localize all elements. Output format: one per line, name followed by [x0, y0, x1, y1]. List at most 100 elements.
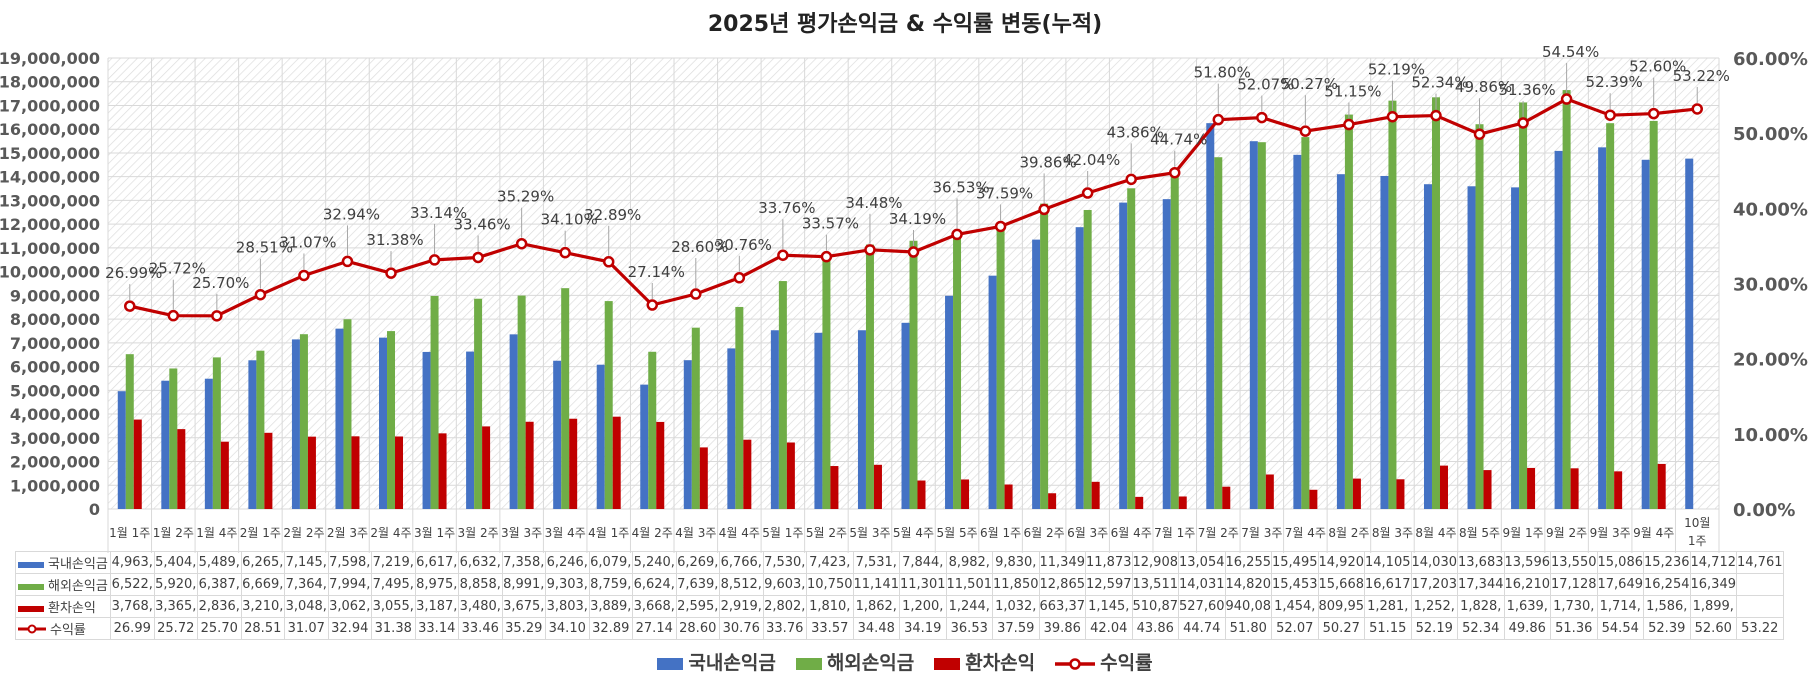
table-cell: 3,768,: [110, 595, 155, 618]
return-rate-point: [298, 269, 310, 282]
return-rate-point: [1212, 113, 1225, 126]
return-rate-point: [602, 256, 615, 268]
table-cell: 16,349: [1689, 573, 1737, 596]
bar-overseas: [430, 295, 439, 509]
return-rate-data-label: 34.10%: [541, 211, 598, 229]
return-rate-data-label: 32.94%: [323, 205, 380, 223]
table-cell: 6,265,: [240, 551, 285, 574]
return-rate-data-label: 54.54%: [1542, 43, 1599, 61]
table-cell: 8,858,: [458, 573, 503, 596]
bar-fx: [917, 480, 926, 509]
return-rate-point: [1168, 166, 1181, 179]
category-label: 7월 3주: [1241, 526, 1282, 540]
category-label: 5월 2주: [806, 526, 847, 540]
legend-swatch-icon: [934, 657, 961, 670]
category-label: 5월 1주: [762, 526, 803, 540]
table-cell: 11,850: [992, 573, 1040, 596]
left-axis-tick-label: 1,000,000: [10, 476, 100, 495]
bar-domestic: [117, 391, 126, 509]
table-cell: 28.51: [240, 617, 285, 640]
return-rate-data-label: 51.36%: [1498, 81, 1555, 99]
table-cell: 26.99: [110, 617, 155, 640]
category-label: 2월 2주: [283, 526, 324, 540]
table-cell: 3,668,: [632, 595, 677, 618]
table-cell: 13,683: [1457, 551, 1505, 574]
category-label: 3월 4주: [545, 526, 586, 540]
category-label: 2월 3주: [327, 526, 368, 540]
table-cell: 4,963,: [110, 551, 155, 574]
table-cell: 25.70: [197, 617, 242, 640]
table-cell: 1,810,: [806, 595, 854, 618]
table-cell: 42.04: [1085, 617, 1133, 640]
bar-domestic: [379, 337, 388, 509]
table-cell: 6,246,: [545, 551, 590, 574]
category-label: 1월 4주: [196, 526, 237, 540]
left-axis-tick-label: 19,000,000: [0, 49, 100, 68]
table-cell: 3,210,: [240, 595, 285, 618]
bar-overseas: [212, 357, 221, 509]
bar-overseas: [1083, 209, 1092, 509]
table-cell: 52.07: [1271, 617, 1319, 640]
bar-domestic: [1032, 239, 1041, 509]
table-cell: 15,495: [1271, 551, 1319, 574]
bar-fx: [438, 433, 447, 509]
table-cell: 1,714,: [1596, 595, 1644, 618]
table-cell: [1736, 595, 1784, 618]
table-cell: 6,632,: [458, 551, 503, 574]
bar-fx: [177, 429, 186, 509]
category-label: 5월 5주: [936, 526, 977, 540]
table-cell: 2,919,: [719, 595, 764, 618]
bar-overseas: [517, 295, 526, 509]
return-rate-point: [211, 310, 223, 322]
legend-label: 환차손익: [965, 652, 1036, 674]
table-cell: 3,055,: [371, 595, 416, 618]
category-label: 7월 2주: [1198, 526, 1239, 540]
category-label: 6월 4주: [1111, 526, 1152, 540]
table-cell: 11,301: [899, 573, 947, 596]
bar-fx: [307, 436, 316, 509]
bar-domestic: [1119, 202, 1128, 509]
bar-overseas: [1170, 175, 1179, 509]
legend-label: 해외손익금: [826, 652, 915, 674]
return-rate-point: [907, 246, 920, 258]
legend-item: 수익률: [1055, 648, 1153, 675]
bar-domestic: [727, 348, 736, 509]
return-rate-point: [1691, 103, 1703, 115]
bar-fx: [1396, 479, 1405, 509]
bar-overseas: [1301, 137, 1310, 509]
bar-fx: [1439, 465, 1448, 509]
bar-overseas: [1257, 142, 1266, 509]
return-rate-point: [385, 267, 397, 279]
category-label: 7월 4주: [1285, 526, 1326, 540]
table-row: 국내손익금 4,963, 5,404, 5,489, 6,265, 7,145, 7,598…: [15, 551, 1784, 574]
return-rate-data-label: 28.60%: [671, 238, 728, 256]
table-cell: 31.07: [284, 617, 329, 640]
return-rate-data-label: 39.86%: [1020, 153, 1077, 171]
table-cell: 43.86: [1131, 617, 1179, 640]
table-cell: 7,639,: [675, 573, 720, 596]
bar-fx: [1135, 496, 1144, 509]
bar-overseas: [1127, 188, 1136, 510]
category-label: 8월 3주: [1372, 526, 1413, 540]
bar-fx: [395, 436, 404, 509]
left-axis-tick-label: 12,000,000: [0, 215, 100, 234]
bar-domestic: [553, 360, 562, 509]
table-cell: 8,991,: [501, 573, 546, 596]
bar-overseas: [1388, 100, 1397, 510]
bar-overseas: [169, 368, 178, 509]
table-row-header: 환차손익: [15, 595, 111, 618]
table-cell: 1,828,: [1457, 595, 1505, 618]
bar-overseas: [125, 354, 134, 509]
table-cell: 8,512,: [719, 573, 764, 596]
table-cell: 17,128: [1550, 573, 1598, 596]
table-cell: 33.76: [762, 617, 807, 640]
return-rate-data-label: 33.14%: [410, 204, 467, 222]
table-cell: 49.86: [1503, 617, 1551, 640]
bar-domestic: [1685, 158, 1694, 509]
table-cell: 9,603,: [762, 573, 807, 596]
return-rate-point: [690, 288, 702, 300]
bar-fx: [1352, 478, 1361, 509]
table-cell: 44.74: [1178, 617, 1226, 640]
table-cell: 17,344: [1457, 573, 1505, 596]
table-cell: 1,244,: [945, 595, 993, 618]
